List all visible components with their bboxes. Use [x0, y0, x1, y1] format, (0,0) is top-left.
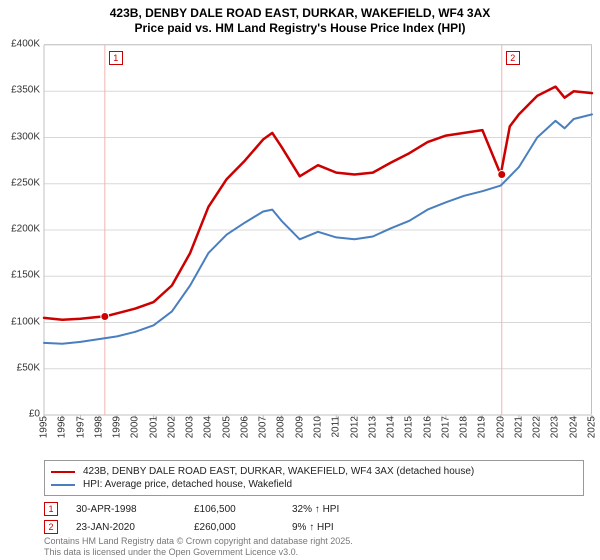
- y-tick-label: £200K: [11, 224, 40, 235]
- y-tick-label: £100K: [11, 316, 40, 327]
- event-marker-number: 2: [44, 520, 58, 534]
- x-tick-label: 2011: [331, 416, 342, 438]
- x-tick-label: 2013: [367, 416, 378, 438]
- x-tick-label: 2008: [276, 416, 287, 438]
- marker-label: 2: [506, 51, 520, 65]
- x-tick-label: 2014: [386, 416, 397, 438]
- y-tick-label: £300K: [11, 131, 40, 142]
- event-date: 23-JAN-2020: [76, 522, 176, 533]
- x-tick-label: 1996: [57, 416, 68, 438]
- x-tick-label: 2021: [513, 416, 524, 438]
- attribution-line-2: This data is licensed under the Open Gov…: [44, 547, 353, 558]
- event-table: 1 30-APR-1998 £106,500 32% ↑ HPI 2 23-JAN-202…: [44, 500, 382, 536]
- x-tick-label: 2004: [203, 416, 214, 438]
- marker-label: 1: [109, 51, 123, 65]
- x-tick-label: 2016: [422, 416, 433, 438]
- event-date: 30-APR-1998: [76, 504, 176, 515]
- plot-svg: [44, 45, 591, 414]
- chart-title: 423B, DENBY DALE ROAD EAST, DURKAR, WAKE…: [0, 0, 600, 36]
- x-axis-ticks: 1995199619971998199920002001200220032004…: [44, 414, 592, 458]
- x-tick-label: 2020: [495, 416, 506, 438]
- x-tick-label: 2019: [477, 416, 488, 438]
- x-tick-label: 2009: [294, 416, 305, 438]
- event-row: 1 30-APR-1998 £106,500 32% ↑ HPI: [44, 500, 382, 518]
- x-tick-label: 2023: [550, 416, 561, 438]
- y-tick-label: £50K: [17, 362, 40, 373]
- legend-row: 423B, DENBY DALE ROAD EAST, DURKAR, WAKE…: [51, 465, 577, 478]
- event-price: £260,000: [194, 522, 274, 533]
- event-delta: 32% ↑ HPI: [292, 504, 382, 515]
- y-tick-label: £400K: [11, 39, 40, 50]
- legend-label: HPI: Average price, detached house, Wake…: [83, 479, 292, 490]
- legend-label: 423B, DENBY DALE ROAD EAST, DURKAR, WAKE…: [83, 466, 474, 477]
- x-tick-label: 2002: [166, 416, 177, 438]
- attribution-line-1: Contains HM Land Registry data © Crown c…: [44, 536, 353, 547]
- x-tick-label: 2001: [148, 416, 159, 438]
- x-tick-label: 2024: [568, 416, 579, 438]
- legend-swatch: [51, 471, 75, 473]
- title-line-2: Price paid vs. HM Land Registry's House …: [8, 21, 592, 36]
- x-tick-label: 2012: [349, 416, 360, 438]
- chart-container: 423B, DENBY DALE ROAD EAST, DURKAR, WAKE…: [0, 0, 600, 560]
- x-tick-label: 2015: [404, 416, 415, 438]
- x-tick-label: 2010: [313, 416, 324, 438]
- x-tick-label: 2005: [221, 416, 232, 438]
- x-tick-label: 2003: [185, 416, 196, 438]
- x-tick-label: 1999: [112, 416, 123, 438]
- y-tick-label: £350K: [11, 85, 40, 96]
- attribution: Contains HM Land Registry data © Crown c…: [44, 536, 353, 558]
- y-tick-label: £250K: [11, 177, 40, 188]
- x-tick-label: 1998: [93, 416, 104, 438]
- title-line-1: 423B, DENBY DALE ROAD EAST, DURKAR, WAKE…: [8, 6, 592, 21]
- legend-row: HPI: Average price, detached house, Wake…: [51, 478, 577, 491]
- x-tick-label: 2007: [258, 416, 269, 438]
- x-tick-label: 2018: [459, 416, 470, 438]
- y-tick-label: £150K: [11, 270, 40, 281]
- y-axis-ticks: £0£50K£100K£150K£200K£250K£300K£350K£400…: [0, 44, 44, 414]
- event-marker-number: 1: [44, 502, 58, 516]
- legend-swatch: [51, 484, 75, 486]
- event-row: 2 23-JAN-2020 £260,000 9% ↑ HPI: [44, 518, 382, 536]
- x-tick-label: 2000: [130, 416, 141, 438]
- event-price: £106,500: [194, 504, 274, 515]
- x-tick-label: 2006: [239, 416, 250, 438]
- event-delta: 9% ↑ HPI: [292, 522, 382, 533]
- x-tick-label: 1997: [75, 416, 86, 438]
- x-tick-label: 2025: [587, 416, 598, 438]
- x-tick-label: 2022: [532, 416, 543, 438]
- plot-area: 12: [44, 44, 592, 414]
- x-tick-label: 1995: [39, 416, 50, 438]
- x-tick-label: 2017: [440, 416, 451, 438]
- legend: 423B, DENBY DALE ROAD EAST, DURKAR, WAKE…: [44, 460, 584, 496]
